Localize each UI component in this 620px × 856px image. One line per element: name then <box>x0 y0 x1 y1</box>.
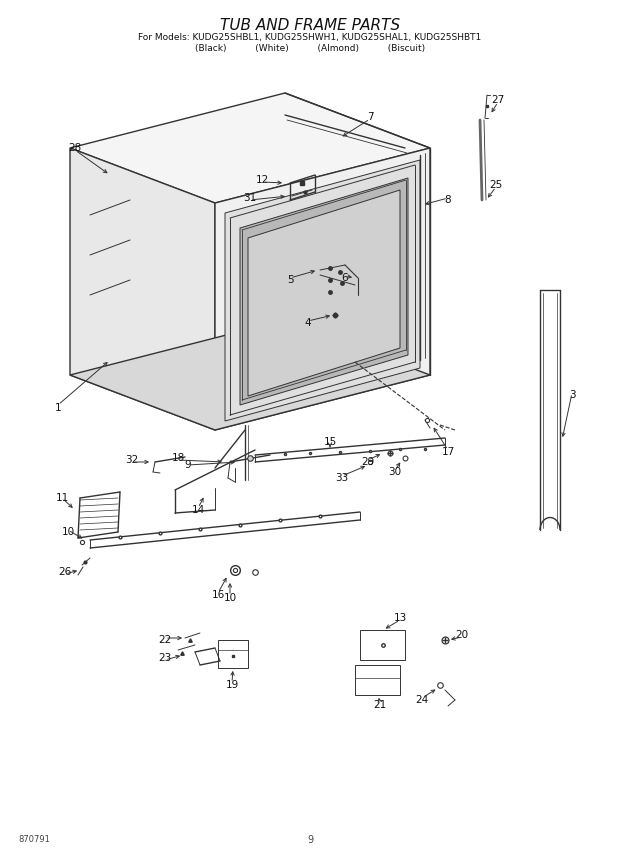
Text: 24: 24 <box>415 695 428 705</box>
Text: 20: 20 <box>456 630 469 640</box>
Text: 29: 29 <box>361 457 374 467</box>
Text: 14: 14 <box>192 505 205 515</box>
Text: 4: 4 <box>304 318 311 328</box>
Text: 32: 32 <box>125 455 139 465</box>
Text: 1: 1 <box>55 403 61 413</box>
Text: 30: 30 <box>389 467 402 477</box>
Text: 27: 27 <box>492 95 505 105</box>
Polygon shape <box>248 190 400 396</box>
Text: 23: 23 <box>158 653 172 663</box>
Text: 11: 11 <box>55 493 69 503</box>
Polygon shape <box>225 160 420 421</box>
Text: 26: 26 <box>58 567 72 577</box>
Text: 9: 9 <box>185 460 192 470</box>
Text: 22: 22 <box>158 635 172 645</box>
Text: 16: 16 <box>211 590 224 600</box>
Text: 18: 18 <box>171 453 185 463</box>
Text: 17: 17 <box>441 447 454 457</box>
Text: 21: 21 <box>373 700 387 710</box>
Text: (Black)          (White)          (Almond)          (Biscuit): (Black) (White) (Almond) (Biscuit) <box>195 44 425 53</box>
Text: 25: 25 <box>489 180 503 190</box>
Text: 3: 3 <box>569 390 575 400</box>
Text: 9: 9 <box>307 835 313 845</box>
Text: 28: 28 <box>68 143 82 153</box>
Text: For Models: KUDG25SHBL1, KUDG25SHWH1, KUDG25SHAL1, KUDG25SHBT1: For Models: KUDG25SHBL1, KUDG25SHWH1, KU… <box>138 33 482 42</box>
Text: 31: 31 <box>244 193 257 203</box>
Text: 5: 5 <box>286 275 293 285</box>
Polygon shape <box>70 93 430 203</box>
Polygon shape <box>70 320 430 430</box>
Text: 15: 15 <box>324 437 337 447</box>
Polygon shape <box>70 148 215 430</box>
Text: 19: 19 <box>226 680 239 690</box>
Text: 870791: 870791 <box>18 835 50 845</box>
Text: 12: 12 <box>255 175 268 185</box>
Text: 13: 13 <box>393 613 407 623</box>
Text: TUB AND FRAME PARTS: TUB AND FRAME PARTS <box>220 18 400 33</box>
Text: 10: 10 <box>223 593 237 603</box>
Polygon shape <box>215 148 430 430</box>
Text: 6: 6 <box>342 273 348 283</box>
Text: 10: 10 <box>61 527 74 537</box>
Text: 7: 7 <box>366 112 373 122</box>
Polygon shape <box>240 178 408 405</box>
Text: 8: 8 <box>445 195 451 205</box>
Text: 33: 33 <box>335 473 348 483</box>
